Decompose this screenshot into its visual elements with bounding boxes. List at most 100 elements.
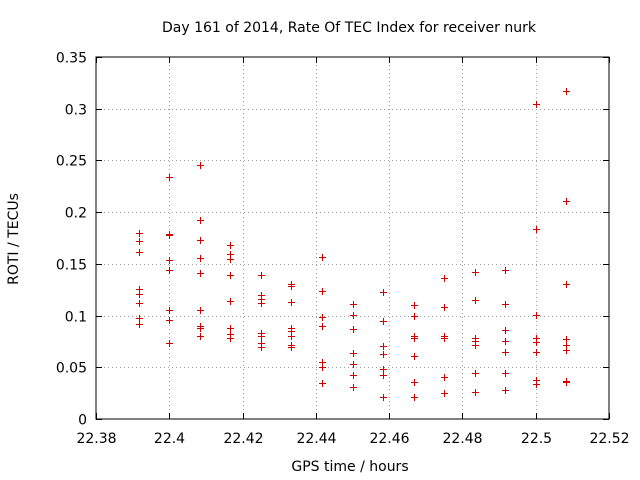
x-axis-label: GPS time / hours (291, 459, 408, 475)
grid-lines (96, 57, 609, 419)
data-point-marker (533, 381, 540, 388)
data-point-marker (563, 347, 570, 354)
x-tick-label: 22.4 (154, 431, 185, 447)
data-point-marker (380, 351, 387, 358)
data-point-marker (350, 384, 357, 391)
data-point-marker (319, 288, 326, 295)
data-point-marker (472, 389, 479, 396)
data-point-marker (258, 333, 265, 340)
data-point-marker (136, 230, 143, 237)
data-point-marker (166, 232, 173, 239)
data-point-marker (502, 267, 509, 274)
data-point-marker (502, 370, 509, 377)
data-point-marker (441, 275, 448, 282)
data-point-marker (288, 283, 295, 290)
x-tick-label: 22.46 (369, 431, 409, 447)
y-tick-label: 0.2 (65, 206, 87, 222)
x-tick-label: 22.44 (296, 431, 336, 447)
y-tick-label: 0 (78, 413, 87, 429)
data-point-marker (350, 372, 357, 379)
data-point-marker (411, 335, 418, 342)
data-point-marker (380, 289, 387, 296)
y-tick-label: 0.3 (65, 103, 87, 119)
data-point-marker (319, 364, 326, 371)
data-point-marker (197, 333, 204, 340)
data-point-marker (411, 302, 418, 309)
data-point-marker (533, 226, 540, 233)
data-point-marker (441, 390, 448, 397)
data-point-marker (197, 307, 204, 314)
data-point-marker (563, 336, 570, 343)
data-point-marker (288, 344, 295, 351)
plot-frame (95, 56, 610, 420)
chart-title: Day 161 of 2014, Rate Of TEC Index for r… (162, 20, 537, 36)
data-point-marker (563, 198, 570, 205)
data-point-marker (380, 318, 387, 325)
data-point-marker (166, 267, 173, 274)
data-point-marker (197, 255, 204, 262)
data-point-marker (472, 370, 479, 377)
data-point-marker (350, 312, 357, 319)
data-point-marker (197, 325, 204, 332)
data-point-marker (136, 238, 143, 245)
data-point-marker (136, 321, 143, 328)
data-point-marker (227, 325, 234, 332)
data-point-marker (136, 291, 143, 298)
axis-ticks: 0 0.05 0.1 0.15 0.2 0.25 0.3 0.35 22.38 22.4 22.42… (56, 51, 630, 448)
y-tick-label: 0.25 (56, 154, 87, 170)
data-point-marker (136, 300, 143, 307)
y-tick-label: 0.1 (65, 310, 87, 326)
x-tick-label: 22.5 (521, 431, 552, 447)
data-point-marker (502, 387, 509, 394)
data-point-marker (411, 353, 418, 360)
x-tick-label: 22.42 (223, 431, 263, 447)
data-point-marker (319, 380, 326, 387)
data-point-marker (502, 349, 509, 356)
y-tick-label: 0.35 (56, 51, 87, 67)
data-point-marker (166, 257, 173, 264)
data-point-marker (319, 314, 326, 321)
y-tick-label: 0.15 (56, 258, 87, 274)
data-point-marker (533, 349, 540, 356)
data-point-marker (350, 326, 357, 333)
data-point-marker (136, 249, 143, 256)
data-point-marker (319, 323, 326, 330)
data-point-marker (411, 379, 418, 386)
data-point-marker (502, 327, 509, 334)
data-point-marker (380, 366, 387, 373)
data-point-marker (166, 340, 173, 347)
x-tick-label: 22.48 (442, 431, 482, 447)
data-points (136, 88, 570, 401)
data-point-marker (227, 272, 234, 279)
data-point-marker (411, 313, 418, 320)
data-point-marker (350, 361, 357, 368)
data-point-marker (380, 372, 387, 379)
data-point-marker (533, 339, 540, 346)
data-point-marker (227, 335, 234, 342)
data-point-marker (563, 379, 570, 386)
data-point-marker (197, 237, 204, 244)
data-point-marker (472, 269, 479, 276)
data-point-marker (227, 298, 234, 305)
data-point-marker (197, 217, 204, 224)
data-point-marker (563, 281, 570, 288)
data-point-marker (563, 88, 570, 95)
data-point-marker (136, 315, 143, 322)
data-point-marker (319, 254, 326, 261)
data-point-marker (166, 307, 173, 314)
data-point-marker (350, 350, 357, 357)
data-point-marker (411, 394, 418, 401)
data-point-marker (441, 335, 448, 342)
data-point-marker (197, 162, 204, 169)
data-point-marker (502, 301, 509, 308)
data-point-marker (380, 343, 387, 350)
data-point-marker (441, 304, 448, 311)
data-point-marker (533, 312, 540, 319)
x-tick-label: 22.52 (589, 431, 629, 447)
data-point-marker (197, 270, 204, 277)
data-point-marker (533, 101, 540, 108)
data-point-marker (441, 374, 448, 381)
data-point-marker (472, 342, 479, 349)
y-tick-label: 0.05 (56, 361, 87, 377)
